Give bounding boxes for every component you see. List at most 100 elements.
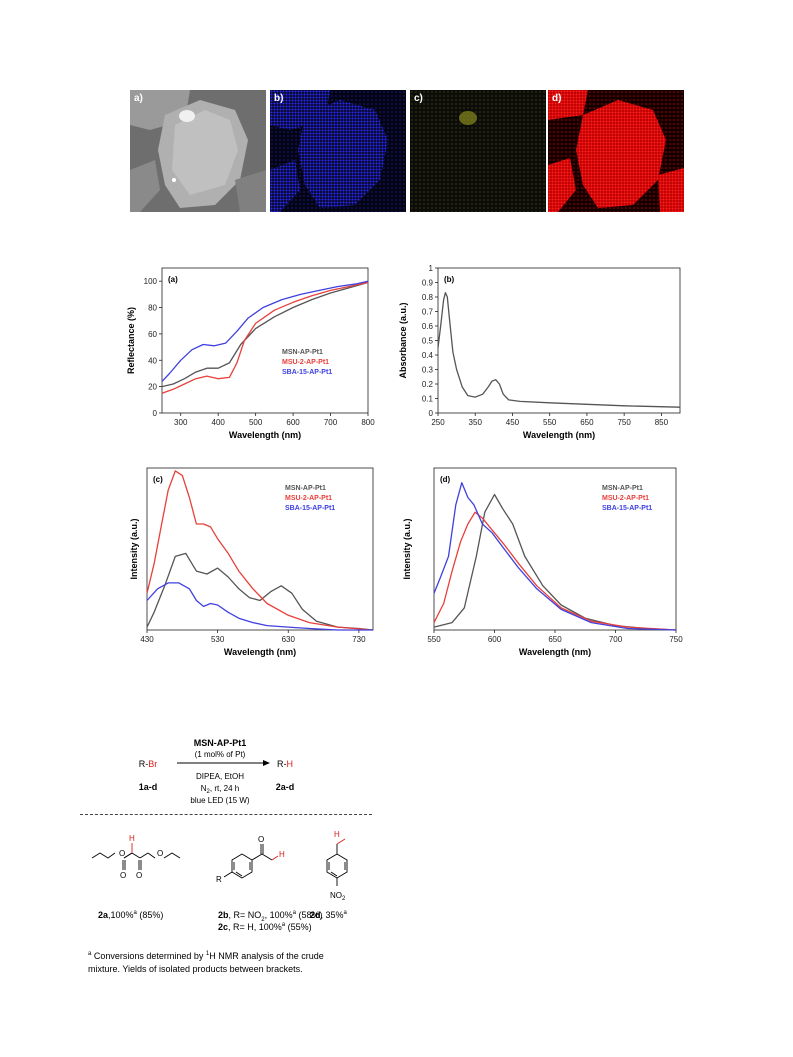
y-tick-label: 60 bbox=[148, 330, 157, 339]
panel-label: (b) bbox=[444, 275, 455, 284]
reactant-atom: Br bbox=[148, 759, 157, 769]
x-tick-label: 650 bbox=[580, 418, 594, 427]
series-line bbox=[161, 281, 369, 388]
conditions-line-3: blue LED (15 W) bbox=[190, 796, 249, 805]
x-tick-label: 430 bbox=[140, 635, 154, 644]
struct-H: H bbox=[279, 850, 285, 859]
y-tick-label: 0.8 bbox=[422, 293, 434, 302]
x-tick-label: 550 bbox=[543, 418, 557, 427]
x-tick-label: 250 bbox=[431, 418, 445, 427]
legend-entry: SBA-15-AP-Pt1 bbox=[282, 369, 332, 376]
struct-H: H bbox=[129, 834, 135, 843]
panel-label: d) bbox=[552, 93, 562, 104]
x-tick-label: 650 bbox=[548, 635, 562, 644]
panel-label: (a) bbox=[168, 275, 178, 284]
x-tick-label: 700 bbox=[609, 635, 623, 644]
legend-entry: SBA-15-AP-Pt1 bbox=[602, 505, 652, 512]
product-label: 2a-d bbox=[276, 782, 295, 792]
x-tick-label: 750 bbox=[617, 418, 631, 427]
caption-2b: 2b, R= NO2, 100%a (58%) bbox=[218, 910, 323, 923]
conditions-rest: , rt, 24 h bbox=[210, 784, 239, 793]
caption-2a: 2a,100%a (85%) bbox=[98, 910, 164, 920]
x-tick-label: 600 bbox=[488, 635, 502, 644]
panel-label: (d) bbox=[440, 475, 451, 484]
y-tick-label: 0.6 bbox=[422, 322, 434, 331]
series-line bbox=[146, 470, 374, 631]
y-tick-label: 0 bbox=[153, 409, 158, 418]
chart-reflectance: 300 400 500 600 700 800 0 20 40 60 80 100 Wavelength… bbox=[120, 258, 380, 450]
y-tick-label: 0.9 bbox=[422, 279, 434, 288]
y-tick-label: 80 bbox=[148, 304, 157, 313]
x-axis-label: Wavelength (nm) bbox=[519, 647, 591, 657]
series-line bbox=[433, 482, 677, 631]
x-tick-label: 700 bbox=[324, 418, 338, 427]
catalyst-name: MSN-AP-Pt1 bbox=[194, 738, 247, 748]
eds-map-red: d) bbox=[548, 90, 684, 212]
conditions-line-2: N2, rt, 24 h bbox=[201, 784, 239, 795]
chart-svg: 550 600 650 700 750 Wavelength (nm) Intensity … bbox=[402, 467, 683, 657]
caption-2d: 2d, 35%a bbox=[310, 910, 347, 920]
struct-O: O bbox=[136, 871, 142, 880]
struct-R: R bbox=[216, 875, 222, 884]
product-structures: O O O O H O H R H NO2 bbox=[82, 830, 382, 910]
footnote: a Conversions determined by 1H NMR analy… bbox=[88, 948, 388, 976]
x-tick-label: 350 bbox=[469, 418, 483, 427]
legend-entry: SBA-15-AP-Pt1 bbox=[285, 505, 335, 512]
product-prefix: R- bbox=[277, 759, 287, 769]
y-tick-label: 0.2 bbox=[422, 380, 434, 389]
legend-entry: MSN-AP-Pt1 bbox=[285, 485, 326, 492]
series-line bbox=[146, 582, 373, 631]
chart-svg: 430 530 630 730 Wavelength (nm) Intensity (a.… bbox=[129, 467, 374, 657]
legend-entry: MSU-2-AP-Pt1 bbox=[602, 495, 649, 502]
reactant-prefix: R- bbox=[139, 759, 149, 769]
y-tick-label: 0 bbox=[429, 409, 434, 418]
reaction-scheme: MSN-AP-Pt1 (1 mol% of Pt) DIPEA, EtOH N2… bbox=[80, 735, 380, 830]
x-axis-label: Wavelength (nm) bbox=[224, 647, 296, 657]
conditions-line-1: DIPEA, EtOH bbox=[196, 772, 244, 781]
legend-entry: MSU-2-AP-Pt1 bbox=[282, 359, 329, 366]
footnote-line-1: a Conversions determined by 1H NMR analy… bbox=[88, 951, 324, 961]
footnote-line-2: mixture. Yields of isolated products bet… bbox=[88, 964, 303, 974]
panel-label: (c) bbox=[153, 475, 163, 484]
product-atom: H bbox=[287, 759, 294, 769]
chart-svg: 300 400 500 600 700 800 0 20 40 60 80 100 Wavelength… bbox=[126, 267, 375, 440]
struct-O: O bbox=[119, 849, 125, 858]
x-tick-label: 850 bbox=[655, 418, 669, 427]
structure-2b bbox=[223, 844, 279, 879]
y-axis-label: Reflectance (%) bbox=[126, 307, 136, 374]
x-tick-label: 400 bbox=[212, 418, 226, 427]
y-axis-label: Absorbance (a.u.) bbox=[398, 302, 408, 378]
reaction-arrowhead bbox=[263, 760, 270, 766]
legend-entry: MSU-2-AP-Pt1 bbox=[285, 495, 332, 502]
x-tick-label: 630 bbox=[282, 635, 296, 644]
y-tick-label: 0.4 bbox=[422, 351, 434, 360]
y-tick-label: 100 bbox=[144, 277, 158, 286]
series-line bbox=[146, 552, 374, 631]
panel-label: b) bbox=[274, 93, 284, 104]
x-tick-label: 750 bbox=[669, 635, 683, 644]
reactant-label: 1a-d bbox=[139, 782, 158, 792]
series-line bbox=[433, 493, 677, 631]
struct-O: O bbox=[157, 849, 163, 858]
structure-2d bbox=[326, 838, 348, 886]
structure-2a bbox=[91, 843, 181, 870]
reactant: R-Br bbox=[139, 759, 158, 769]
plot-frame bbox=[433, 467, 677, 631]
y-axis-label: Intensity (a.u.) bbox=[402, 518, 412, 579]
x-tick-label: 600 bbox=[286, 418, 300, 427]
x-tick-label: 730 bbox=[352, 635, 366, 644]
x-tick-label: 550 bbox=[427, 635, 441, 644]
x-tick-label: 800 bbox=[361, 418, 375, 427]
legend-entry: MSN-AP-Pt1 bbox=[282, 349, 323, 356]
eds-map-blue: b) bbox=[270, 90, 406, 212]
y-tick-label: 40 bbox=[148, 356, 157, 365]
x-tick-label: 450 bbox=[506, 418, 520, 427]
y-tick-label: 0.3 bbox=[422, 366, 434, 375]
x-axis-label: Wavelength (nm) bbox=[523, 430, 595, 440]
series-line bbox=[437, 292, 681, 408]
y-tick-label: 1 bbox=[429, 264, 434, 273]
struct-H: H bbox=[334, 830, 340, 839]
nitrogen-sub: 2 bbox=[207, 789, 211, 795]
y-tick-label: 20 bbox=[148, 383, 157, 392]
struct-O: O bbox=[120, 871, 126, 880]
